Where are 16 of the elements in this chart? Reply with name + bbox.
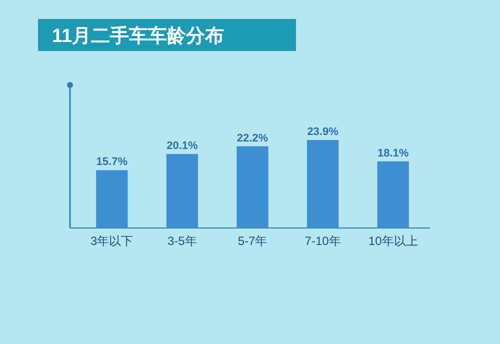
data-label: 23.9% (307, 126, 339, 138)
x-tick-label: 3-5年 (168, 234, 197, 248)
bar (377, 161, 409, 228)
chart-title: 11月二手车车龄分布 (52, 25, 224, 47)
bar (166, 154, 198, 228)
x-tick-label: 5-7年 (238, 234, 268, 248)
bar (236, 146, 268, 228)
x-tick-label: 10年以上 (368, 234, 418, 248)
bar (96, 170, 128, 228)
data-label: 20.1% (166, 140, 198, 152)
data-label: 15.7% (96, 156, 128, 168)
bar (306, 140, 339, 228)
data-label: 22.2% (236, 132, 268, 144)
x-tick-label: 7-10年 (304, 234, 341, 248)
data-label: 18.1% (377, 147, 409, 160)
x-tick-label: 3年以下 (90, 234, 134, 248)
